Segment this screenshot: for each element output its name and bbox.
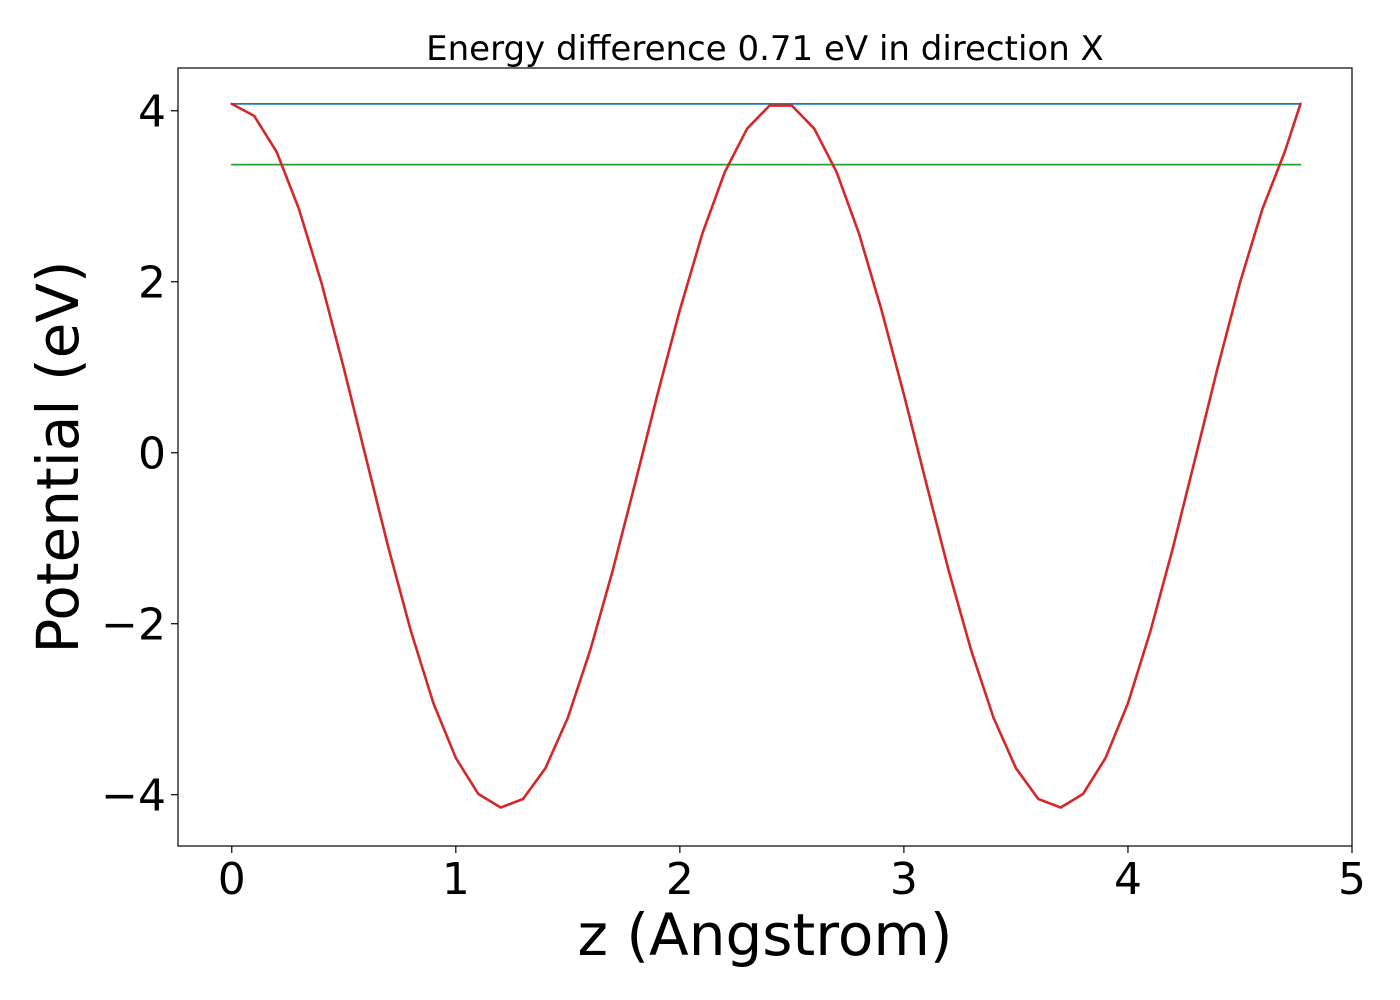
y-tick-label: 4 bbox=[138, 87, 166, 138]
y-axis-label: Potential (eV) bbox=[24, 260, 92, 653]
plot-frame bbox=[177, 67, 1353, 847]
x-tick-label: 5 bbox=[1338, 854, 1366, 905]
x-tick-label: 3 bbox=[890, 854, 918, 905]
x-axis-label: z (Angstrom) bbox=[578, 901, 953, 969]
x-tick-label: 0 bbox=[218, 854, 246, 905]
series-layer bbox=[230, 102, 1302, 809]
series-line-2 bbox=[230, 102, 1302, 809]
x-tick-label: 2 bbox=[666, 854, 694, 905]
y-tick-label: −2 bbox=[101, 600, 166, 651]
x-axis: 0 1 2 3 4 5 bbox=[218, 846, 1366, 905]
x-tick-label: 1 bbox=[442, 854, 470, 905]
y-tick-label: 2 bbox=[138, 258, 166, 309]
y-axis: −4 −2 0 2 4 bbox=[101, 87, 178, 822]
chart-title: Energy difference 0.71 eV in direction X bbox=[426, 29, 1104, 69]
x-tick-label: 4 bbox=[1114, 854, 1142, 905]
y-tick-label: −4 bbox=[101, 771, 166, 822]
y-tick-label: 0 bbox=[138, 429, 166, 480]
